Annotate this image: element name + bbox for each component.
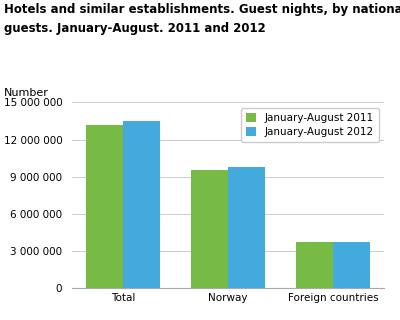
Bar — [191, 171, 228, 288]
Bar — [86, 125, 123, 288]
Bar — [123, 121, 160, 288]
Text: guests. January-August. 2011 and 2012: guests. January-August. 2011 and 2012 — [4, 22, 266, 36]
Bar — [296, 242, 333, 288]
Legend: January-August 2011, January-August 2012: January-August 2011, January-August 2012 — [240, 108, 379, 142]
Bar — [333, 242, 370, 288]
Bar — [228, 167, 265, 288]
Text: Hotels and similar establishments. Guest nights, by nationality of the: Hotels and similar establishments. Guest… — [4, 3, 400, 16]
Text: Number: Number — [4, 88, 49, 98]
